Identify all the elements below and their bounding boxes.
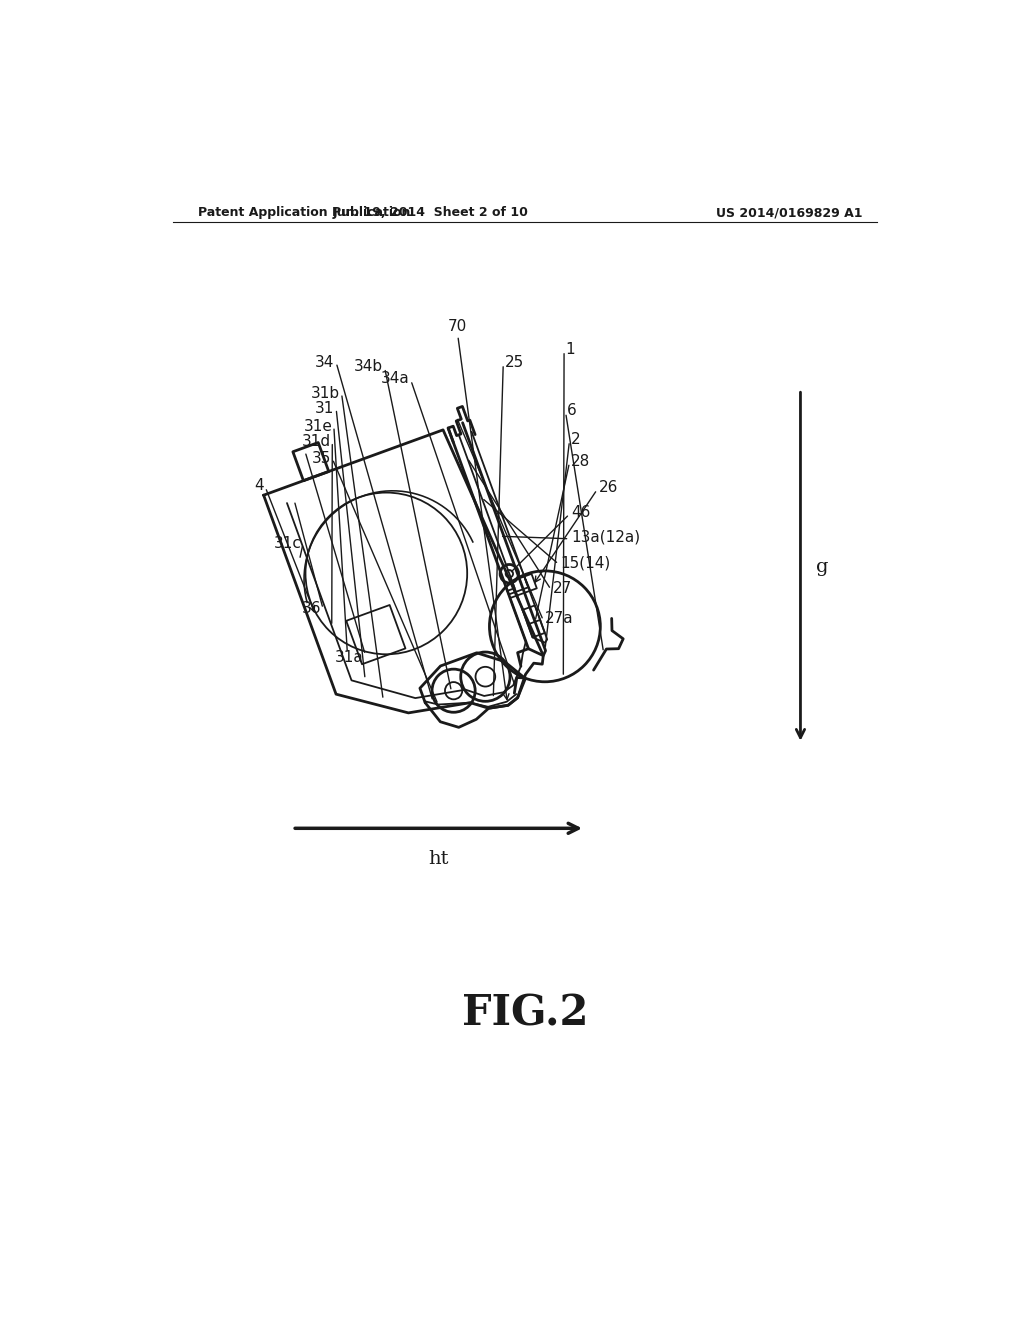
Text: 1: 1 <box>565 342 575 356</box>
Text: 4: 4 <box>254 478 264 494</box>
Text: 36: 36 <box>302 602 322 616</box>
Text: 27: 27 <box>553 581 571 595</box>
Text: 6: 6 <box>567 404 577 418</box>
Text: 31c: 31c <box>273 536 301 550</box>
Text: 31d: 31d <box>302 434 331 449</box>
Text: ht: ht <box>428 850 449 867</box>
Text: 34a: 34a <box>381 371 410 387</box>
Text: 34b: 34b <box>354 359 383 374</box>
Text: 15(14): 15(14) <box>560 556 610 570</box>
Text: US 2014/0169829 A1: US 2014/0169829 A1 <box>716 206 862 219</box>
Text: 34: 34 <box>315 355 335 370</box>
Text: Jun. 19, 2014  Sheet 2 of 10: Jun. 19, 2014 Sheet 2 of 10 <box>333 206 528 219</box>
Text: 27a: 27a <box>545 611 573 627</box>
Text: 31e: 31e <box>303 418 333 434</box>
Text: FIG.2: FIG.2 <box>462 993 588 1034</box>
Text: Patent Application Publication: Patent Application Publication <box>199 206 411 219</box>
Text: 46: 46 <box>571 506 591 520</box>
Text: 70: 70 <box>449 318 467 334</box>
Text: 31a: 31a <box>335 649 364 665</box>
Text: g: g <box>816 557 828 576</box>
Text: 13a(12a): 13a(12a) <box>571 529 640 545</box>
Text: 31b: 31b <box>311 385 340 401</box>
Text: 35: 35 <box>311 451 331 466</box>
Text: 28: 28 <box>571 454 590 469</box>
Text: 2: 2 <box>571 432 581 447</box>
Text: 31: 31 <box>315 401 335 416</box>
Text: 25: 25 <box>505 355 524 370</box>
Text: 26: 26 <box>599 480 618 495</box>
